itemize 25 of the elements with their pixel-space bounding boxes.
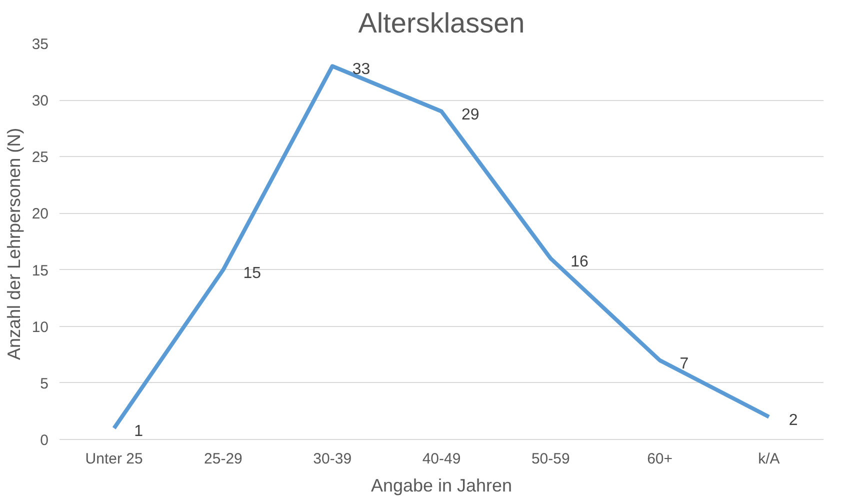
- y-tick-label: 35: [32, 36, 49, 53]
- x-axis-title: Angabe in Jahren: [370, 476, 512, 496]
- x-tick-label: k/A: [758, 450, 780, 468]
- data-label: 7: [680, 355, 689, 372]
- x-tick-label: 60+: [647, 450, 673, 468]
- x-tick-label: 50-59: [531, 450, 570, 468]
- y-tick-label: 20: [32, 206, 49, 223]
- y-axis-title: Anzahl der Lehrpersonen (N): [4, 128, 24, 360]
- data-label: 16: [570, 253, 589, 270]
- x-tick-label: 30-39: [313, 450, 352, 468]
- y-tick-label: 15: [32, 262, 49, 280]
- data-label: 15: [243, 264, 262, 282]
- y-tick-label: 10: [32, 318, 49, 336]
- data-label: 2: [788, 412, 798, 429]
- chart-title: Altersklassen: [358, 8, 525, 38]
- y-tick-label: 30: [32, 92, 49, 110]
- y-tick-label: 5: [40, 375, 48, 392]
- y-tick-label: 0: [40, 432, 48, 449]
- y-tick-label: 25: [32, 149, 49, 166]
- data-label: 29: [462, 106, 480, 124]
- data-label: 33: [352, 61, 370, 78]
- x-tick-label: 40-49: [422, 450, 461, 468]
- data-label: 1: [134, 423, 144, 440]
- x-tick-label: Unter 25: [85, 450, 143, 468]
- x-tick-label: 25-29: [204, 450, 242, 468]
